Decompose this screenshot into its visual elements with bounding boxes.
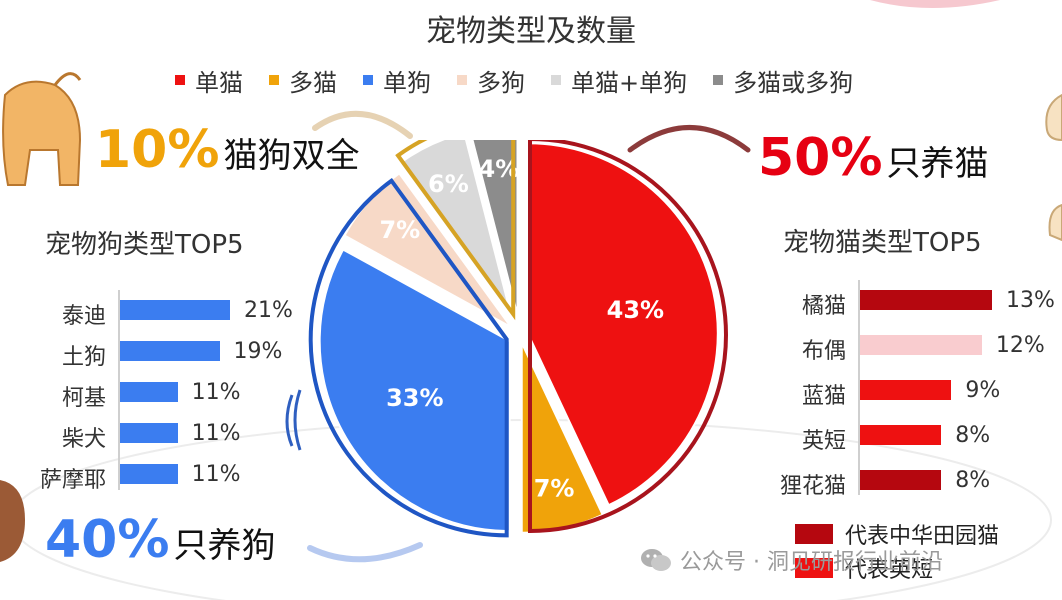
callout-cat-pct: 50% [758, 128, 883, 188]
pie-slice-label: 33% [386, 384, 443, 412]
legend-swatch [457, 75, 467, 85]
pie-chart: 43%7%33%7%6%4% [308, 140, 728, 538]
bar-value-label: 8% [955, 468, 991, 493]
bar-category-label: 萨摩耶 [39, 468, 106, 493]
dog-bar-axis [118, 290, 120, 490]
key-label-chinese-cat: 代表中华田园猫 [845, 524, 1000, 549]
legend-item: 单狗 [363, 63, 431, 98]
bar [860, 335, 982, 355]
pie-slice [318, 248, 511, 533]
bar-category-label: 泰迪 [61, 304, 106, 329]
bar [120, 464, 178, 484]
dog-top5-title: 宠物狗类型TOP5 [45, 230, 244, 260]
bar-value-label: 12% [995, 333, 1045, 358]
bar-category-label: 狸花猫 [779, 474, 846, 499]
bar-value-label: 11% [191, 421, 241, 446]
pie-slice-label: 7% [379, 216, 420, 244]
key-swatch-shorthair [795, 558, 833, 578]
legend-label: 单猫+单狗 [571, 68, 688, 97]
wechat-icon [641, 549, 671, 571]
legend-swatch [551, 75, 561, 85]
bar-value-label: 11% [191, 462, 241, 487]
pie-slice-label: 43% [607, 296, 664, 324]
bar-category-label: 英短 [801, 429, 846, 454]
bar-value-label: 8% [955, 423, 991, 448]
callout-dog: 40% 只养狗 [45, 510, 275, 570]
legend-item: 多狗 [457, 63, 525, 98]
cat-bar-axis [858, 280, 860, 495]
key-label-shorthair: 代表英短 [845, 558, 934, 583]
pie-slice [471, 140, 519, 316]
bar-value-label: 19% [233, 339, 283, 364]
legend-label: 多猫 [289, 68, 337, 97]
bar-value-label: 11% [191, 380, 241, 405]
legend-item: 多猫或多狗 [713, 63, 853, 98]
bar [860, 290, 992, 310]
dog-illustration-bottom [0, 480, 25, 562]
key-swatch-chinese-cat [795, 524, 833, 544]
bar [120, 300, 230, 320]
watermark-text: 公众号 · 洞见研报行业前沿 [680, 550, 943, 575]
legend-label: 多狗 [477, 68, 525, 97]
bar-category-label: 蓝猫 [801, 384, 846, 409]
bar [860, 380, 952, 400]
legend-label: 多猫或多狗 [733, 68, 854, 97]
callout-cat: 50% 只养猫 [758, 128, 988, 188]
bar-category-label: 布偶 [801, 339, 846, 364]
callout-both-pct: 10% [95, 120, 220, 180]
chart-title: 宠物类型及数量 [426, 14, 636, 49]
pie-group-outline [308, 177, 509, 538]
bar [120, 382, 178, 402]
bar-value-label: 21% [244, 298, 293, 323]
bar [860, 425, 942, 445]
bar-category-label: 柯基 [61, 386, 106, 411]
key-row-chinese-cat: 代表中华田园猫 [795, 518, 999, 550]
cat-top5-title: 宠物猫类型TOP5 [783, 228, 982, 258]
legend-swatch [269, 75, 279, 85]
legend-label: 单狗 [383, 68, 431, 97]
bar-category-label: 柴犬 [61, 427, 106, 452]
callout-dog-pct: 40% [45, 510, 170, 570]
bar-category-label: 土狗 [61, 345, 106, 370]
pie-legend: 单猫 多猫 单狗 多狗 单猫+单狗 多猫或多狗 [175, 62, 955, 98]
callout-cat-text: 只养猫 [886, 144, 989, 184]
legend-swatch [713, 75, 724, 85]
bar [120, 423, 178, 443]
pie-group-outline [528, 140, 728, 534]
bar-value-label: 13% [1006, 288, 1055, 313]
legend-item: 单猫+单狗 [551, 63, 687, 98]
legend-label: 单猫 [195, 68, 243, 97]
cat-color-key: 代表中华田园猫 代表英短 [795, 518, 999, 584]
bar [860, 470, 942, 490]
legend-swatch [363, 75, 373, 85]
callout-dog-text: 只养狗 [173, 526, 276, 566]
pie-slice-label: 6% [428, 170, 469, 198]
pie-group-outline [395, 140, 516, 321]
callout-both-text: 猫狗双全 [223, 136, 360, 176]
bar [120, 341, 220, 361]
dog-illustration [2, 72, 82, 186]
pie-slice [526, 142, 719, 507]
bar-value-label: 9% [965, 378, 1001, 403]
key-row-shorthair: 代表英短 [795, 552, 999, 584]
legend-item: 单猫 [175, 63, 243, 98]
cat-illustration [1045, 93, 1062, 242]
callout-both: 10% 猫狗双全 [95, 120, 359, 180]
pie-slice-label: 7% [534, 474, 575, 502]
legend-swatch [175, 75, 185, 85]
bar-category-label: 橘猫 [801, 294, 846, 319]
legend-item: 多猫 [269, 63, 337, 98]
watermark: 公众号 · 洞见研报行业前沿 [640, 544, 943, 576]
